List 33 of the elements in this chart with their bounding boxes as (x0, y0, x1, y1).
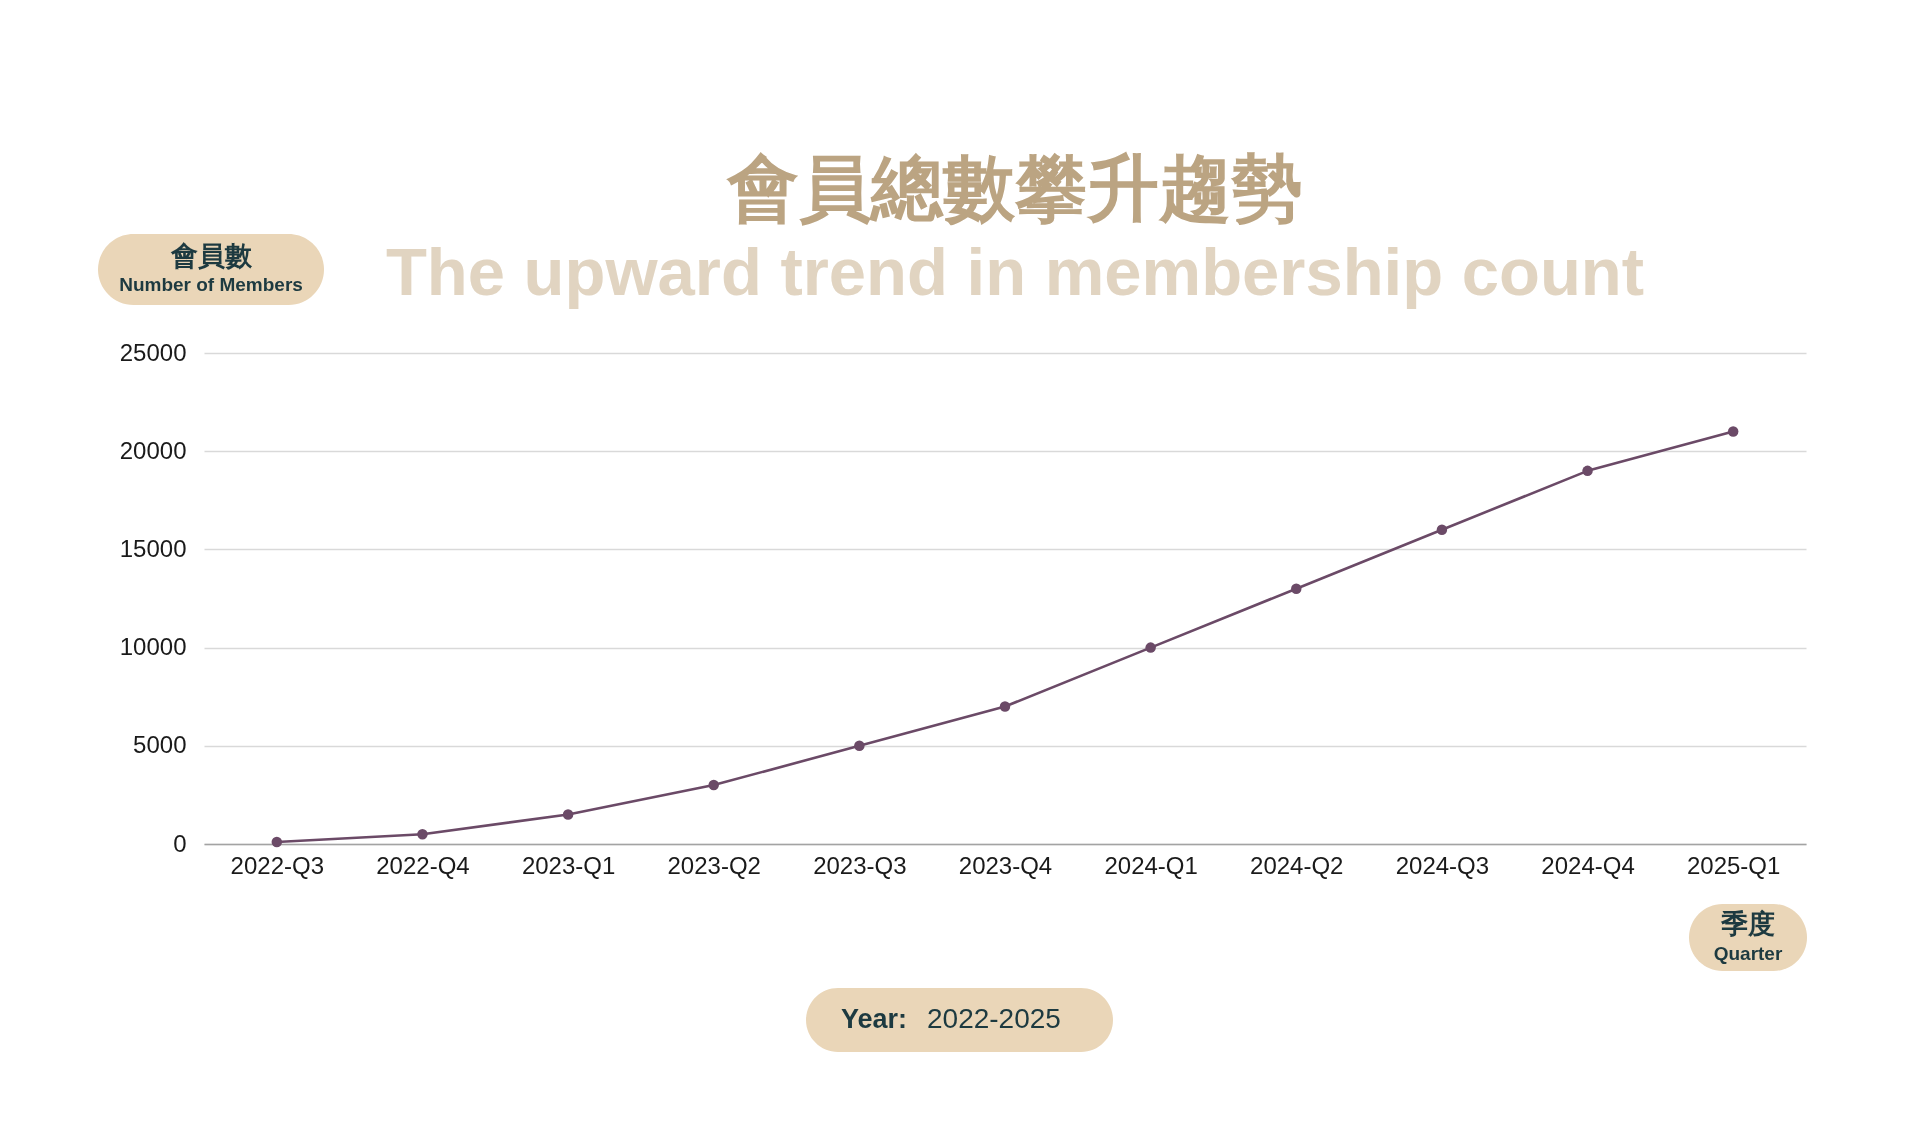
chart-subtitle: The upward trend in membership count (385, 234, 1645, 309)
x-tick-label: 2024-Q3 (1395, 851, 1490, 879)
point (1291, 583, 1302, 594)
x-tick-label: 2024-Q2 (1250, 851, 1344, 879)
y-tick-label: 0 (173, 829, 187, 857)
y-tick-label: 20000 (119, 436, 187, 464)
y-axis-title: 會員數 Number of Members (119, 241, 303, 295)
text: Year: 2022-2025 (840, 1003, 1061, 1034)
point (417, 828, 428, 840)
y-tick-label: 5000 (133, 731, 187, 759)
x-tick-label: 2024-Q4 (1541, 851, 1635, 879)
point (562, 809, 574, 820)
x-tick-label: 2024-Q1 (1104, 851, 1198, 879)
point (1727, 426, 1739, 437)
x-tick-label: 2023-Q1 (521, 851, 616, 879)
point (854, 740, 865, 752)
y-tick-label: 15000 (119, 534, 187, 562)
point (999, 701, 1011, 712)
point (708, 779, 719, 791)
point (1436, 524, 1448, 535)
x-tick-label: 2025-Q1 (1686, 851, 1781, 879)
point (1145, 642, 1156, 653)
x-tick-label: 2023-Q2 (667, 851, 761, 879)
point (1582, 465, 1593, 477)
chart-title: 會員總數攀升趨勢 (726, 148, 1303, 228)
point (271, 836, 283, 848)
x-tick-label: 2023-Q3 (813, 851, 907, 879)
x-tick-label: 2023-Q4 (958, 851, 1053, 879)
x-axis-title: 季度 Quarter (1713, 909, 1783, 964)
x-tick-label: 2022-Q4 (376, 851, 470, 879)
x-tick-label: 2022-Q3 (230, 851, 325, 879)
y-tick-label: 10000 (119, 633, 187, 661)
y-tick-label: 25000 (119, 338, 187, 366)
